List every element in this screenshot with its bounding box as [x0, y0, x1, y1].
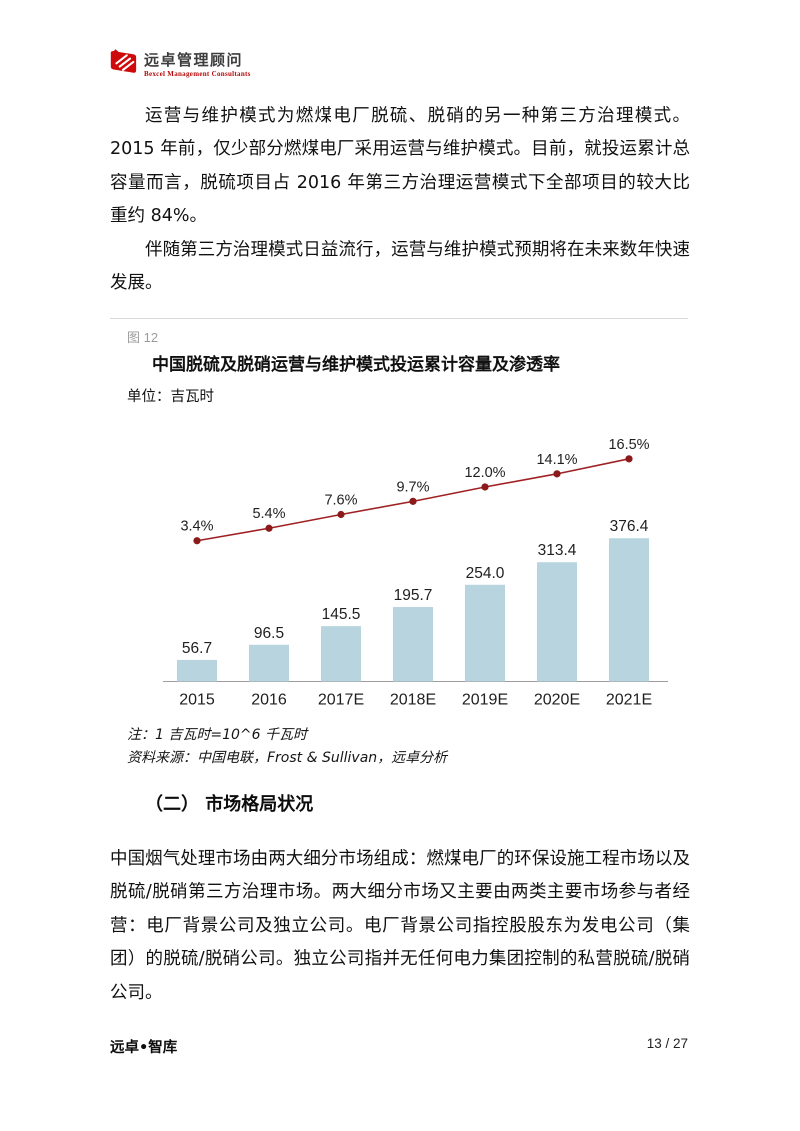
line-value-label: 16.5%	[608, 437, 649, 453]
bar-2020E	[537, 562, 577, 682]
bar-value-label: 195.7	[394, 587, 433, 604]
company-logo: 远卓管理顾问 Bexcel Management Consultants	[108, 45, 251, 78]
bar-value-label: 145.5	[322, 606, 361, 623]
line-marker	[481, 483, 489, 491]
bar-value-label: 376.4	[610, 518, 649, 535]
paragraph-market-structure: 中国烟气处理市场由两大细分市场组成：燃煤电厂的环保设施工程市场以及脱硫/脱硝第三…	[110, 849, 690, 1003]
line-value-label: 3.4%	[180, 519, 213, 535]
line-value-label: 5.4%	[252, 506, 285, 522]
paragraph-operation-maintenance: 运营与维护模式为燃煤电厂脱硫、脱硝的另一种第三方治理模式。2015 年前，仅少部…	[110, 106, 690, 227]
x-tick-label: 2019E	[462, 692, 508, 709]
x-tick-label: 2017E	[318, 692, 364, 709]
line-marker	[409, 497, 417, 505]
line-value-label: 9.7%	[396, 479, 429, 495]
bar-2021E	[609, 538, 649, 682]
bar-value-label: 96.5	[254, 625, 284, 642]
logo-text-cn: 远卓管理顾问	[144, 51, 244, 69]
bar-2016	[249, 644, 289, 682]
footer-brand: 远卓•智库	[110, 1040, 178, 1056]
x-tick-label: 2020E	[534, 692, 580, 709]
paragraph-outlook: 伴随第三方治理模式日益流行，运营与维护模式预期将在未来数年快速发展。	[110, 240, 690, 294]
figure-title: 中国脱硫及脱硝运营与维护模式投运累计容量及渗透率	[152, 355, 560, 375]
bar-value-label: 254.0	[466, 565, 505, 582]
line-value-label: 14.1%	[536, 452, 577, 468]
bar-value-label: 56.7	[182, 640, 212, 657]
line-marker	[193, 537, 201, 545]
bar-2015	[177, 659, 217, 682]
figure-label: 图 12	[127, 330, 159, 345]
line-marker	[337, 510, 345, 519]
x-tick-label: 2018E	[390, 692, 436, 709]
figure-note: 注：1 吉瓦时=10^6 千瓦时	[127, 727, 307, 743]
figure-chart: 56.7 2015 96.5 2016 145.5 2017E 195.7 2018E 254.…	[163, 437, 668, 709]
bar-value-label: 313.4	[538, 542, 577, 559]
bar-2017E	[321, 626, 361, 682]
line-value-label: 12.0%	[464, 465, 505, 481]
bar-2019E	[465, 584, 505, 682]
logo-text-en: Bexcel Management Consultants	[144, 69, 251, 78]
x-tick-label: 2021E	[606, 692, 652, 709]
section-heading: （二） 市场格局状况	[145, 794, 314, 815]
footer-page-number: 13 / 27	[646, 1036, 688, 1051]
figure-source: 资料来源：中国电联，Frost & Sullivan，远卓分析	[127, 750, 448, 766]
line-value-label: 7.6%	[324, 492, 357, 508]
logo-book-icon	[110, 49, 137, 73]
line-marker	[625, 455, 633, 463]
line-marker	[553, 470, 561, 478]
x-tick-label: 2016	[251, 692, 287, 709]
bar-2018E	[393, 606, 433, 682]
figure-divider	[110, 318, 688, 319]
x-tick-label: 2015	[179, 692, 215, 709]
line-marker	[265, 524, 273, 532]
figure-unit-label: 单位：吉瓦时	[127, 389, 214, 405]
